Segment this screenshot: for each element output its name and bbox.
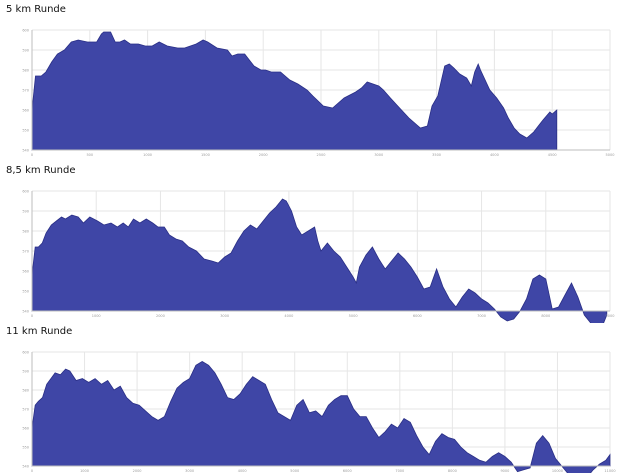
y-tick-label: 580 [22,388,29,392]
chart-2-title: 8,5 km Runde [6,165,76,176]
x-tick-label: 7000 [477,314,486,318]
y-tick-label: 570 [22,407,29,411]
chart-1: 0 500 1000 1500 2000 2500 3000 3500 4000 4500 5000… [22,28,615,157]
y-tick-label: 590 [22,369,29,373]
chart-1-title: 5 km Runde [6,4,66,15]
y-tick-label: 560 [22,108,29,112]
x-tick-label: 4000 [284,314,293,318]
x-tick-label: 7000 [395,469,404,473]
x-tick-label: 2000 [156,314,165,318]
x-tick-label: 0 [31,469,33,473]
x-tick-label: 8000 [541,314,550,318]
x-tick-label: 4000 [490,153,499,157]
y-tick-label: 580 [22,229,29,233]
x-tick-label: 9000 [606,314,615,318]
y-tick-label: 570 [22,249,29,253]
y-tick-label: 600 [22,350,29,354]
x-tick-label: 8000 [448,469,457,473]
y-tick-label: 580 [22,68,29,72]
y-tick-label: 540 [22,148,29,152]
y-tick-label: 600 [22,28,29,32]
x-tick-label: 5000 [606,153,615,157]
x-tick-label: 1000 [143,153,152,157]
x-tick-label: 5000 [290,469,299,473]
x-tick-label: 4000 [238,469,247,473]
x-tick-label: 6000 [343,469,352,473]
chart-2: 0 1000 2000 3000 4000 5000 6000 7000 8000 9000 540… [22,189,615,323]
elevation-area [31,198,608,323]
chart-3: 0 1000 2000 3000 4000 5000 6000 7000 8000 9000 100… [22,350,616,473]
y-tick-label: 590 [22,209,29,213]
x-tick-label: 10000 [552,469,563,473]
y-tick-label: 540 [22,464,29,468]
x-tick-label: 2000 [133,469,142,473]
x-tick-label: 6000 [413,314,422,318]
x-tick-label: 11000 [604,469,615,473]
y-tick-label: 570 [22,88,29,92]
x-tick-label: 2000 [259,153,268,157]
x-tick-label: 2500 [317,153,326,157]
x-tick-label: 3000 [220,314,229,318]
y-tick-label: 590 [22,48,29,52]
x-tick-label: 3000 [185,469,194,473]
y-tick-label: 600 [22,189,29,193]
chart-3-title: 11 km Runde [6,326,73,337]
elevation-area [31,31,558,151]
x-tick-label: 9000 [500,469,509,473]
elevation-area [31,361,611,473]
y-tick-label: 550 [22,445,29,449]
x-tick-label: 1500 [201,153,210,157]
x-tick-label: 5000 [349,314,358,318]
x-tick-label: 3000 [374,153,383,157]
y-tick-label: 560 [22,426,29,430]
x-tick-label: 3500 [432,153,441,157]
x-tick-label: 500 [86,153,93,157]
x-tick-label: 4500 [548,153,557,157]
y-tick-label: 540 [22,309,29,313]
y-tick-label: 560 [22,269,29,273]
y-tick-label: 550 [22,128,29,132]
x-tick-label: 0 [31,314,33,318]
x-tick-label: 0 [31,153,33,157]
y-tick-label: 550 [22,289,29,293]
x-tick-label: 1000 [80,469,89,473]
x-tick-label: 1000 [92,314,101,318]
